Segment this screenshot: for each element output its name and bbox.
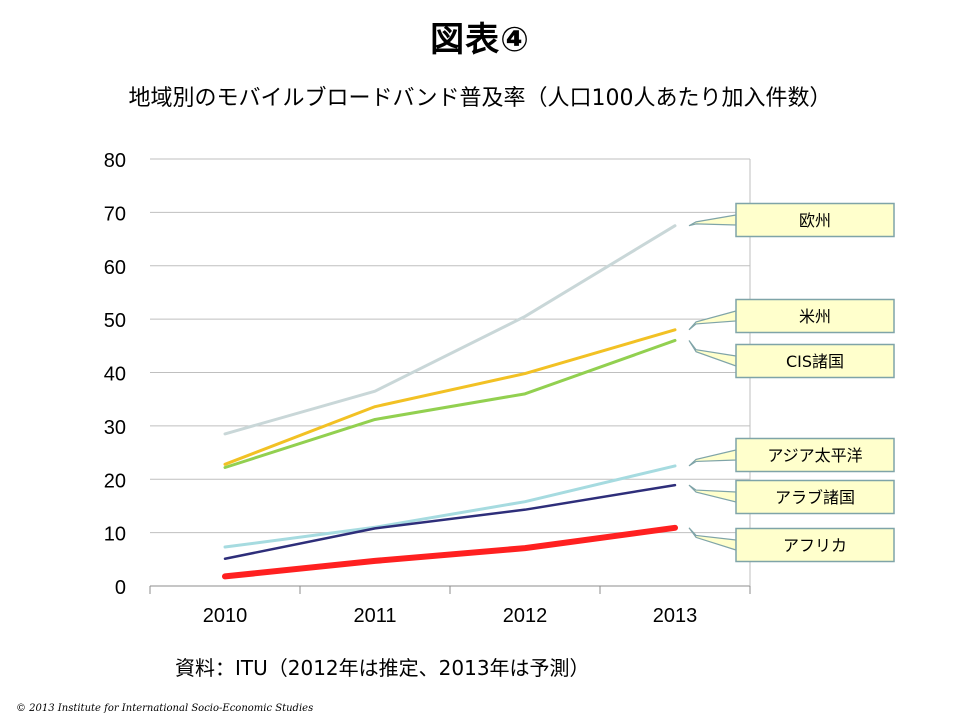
series-line-0 bbox=[223, 224, 677, 436]
source-note: 資料：ITU（2012年は推定、2013年は予測） bbox=[175, 656, 590, 680]
axes: 0 10 20 30 40 50 60 70 80 2010 2011 2012 2013 bbox=[104, 150, 751, 627]
y-tick-label: 40 bbox=[104, 364, 126, 386]
callout-0: 欧州 bbox=[688, 202, 895, 238]
legend-label: 米州 bbox=[799, 307, 831, 326]
callout-5: アフリカ bbox=[688, 527, 895, 563]
series-line-4 bbox=[223, 483, 677, 561]
y-tick-label: 20 bbox=[104, 470, 126, 492]
callout-pointer bbox=[688, 340, 737, 367]
x-tick-label: 2011 bbox=[353, 605, 396, 627]
legend-label: アラブ諸国 bbox=[775, 488, 855, 507]
legend-label: アフリカ bbox=[783, 536, 847, 555]
chart-subtitle: 地域別のモバイルブロードバンド普及率（人口100人あたり加入件数） bbox=[128, 86, 832, 111]
y-tick-label: 50 bbox=[104, 310, 126, 332]
gridlines bbox=[150, 158, 751, 587]
callout-pointer bbox=[688, 449, 737, 467]
y-tick-label: 60 bbox=[104, 257, 126, 279]
callout-box bbox=[735, 343, 895, 379]
legend-label: アジア太平洋 bbox=[767, 446, 862, 465]
y-tick-label: 70 bbox=[104, 203, 126, 225]
series-line-1 bbox=[223, 328, 677, 466]
series-line-3 bbox=[223, 464, 677, 549]
callout-1: 米州 bbox=[688, 298, 895, 334]
series-line-5 bbox=[222, 524, 678, 580]
callout-pointer bbox=[688, 310, 737, 331]
slide-title: 図表④ bbox=[430, 20, 530, 60]
y-tick-label: 0 bbox=[115, 577, 126, 599]
callout-3: アジア太平洋 bbox=[688, 437, 895, 473]
callout-box bbox=[735, 202, 895, 238]
callout-box bbox=[735, 298, 895, 334]
x-tick-label: 2010 bbox=[203, 605, 248, 627]
callout-box bbox=[735, 479, 895, 515]
x-tick-label: 2012 bbox=[503, 605, 548, 627]
callout-box bbox=[735, 437, 895, 473]
y-tick-label: 30 bbox=[104, 417, 126, 439]
y-tick-label: 10 bbox=[104, 524, 126, 546]
callout-2: CIS諸国 bbox=[688, 340, 895, 379]
callout-pointer bbox=[688, 527, 737, 551]
legend-label: 欧州 bbox=[799, 211, 831, 230]
series-lines bbox=[222, 224, 678, 580]
callout-box bbox=[735, 527, 895, 563]
callout-pointer bbox=[688, 484, 737, 503]
y-tick-label: 80 bbox=[104, 150, 126, 172]
callout-4: アラブ諸国 bbox=[688, 479, 895, 515]
legend-label: CIS諸国 bbox=[786, 352, 844, 371]
series-line-2 bbox=[223, 338, 677, 470]
copyright-text: © 2013 Institute for International Socio… bbox=[16, 703, 314, 714]
callout-pointer bbox=[688, 214, 737, 227]
x-tick-label: 2013 bbox=[653, 605, 698, 627]
